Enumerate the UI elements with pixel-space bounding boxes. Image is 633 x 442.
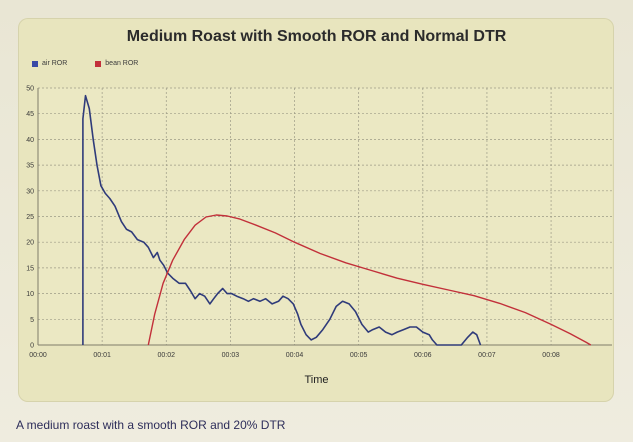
legend-swatch-air-ror	[32, 60, 38, 67]
x-tick-label: 00:06	[414, 352, 432, 359]
y-tick-label: 40	[26, 137, 34, 144]
legend-item-bean-ror: bean ROR	[95, 60, 138, 67]
y-tick-label: 15	[26, 265, 34, 272]
legend-swatch-bean-ror	[95, 60, 102, 67]
series-line-bean-ror	[147, 214, 592, 346]
y-tick-label: 30	[26, 188, 34, 195]
series-line-air-ror	[82, 94, 482, 346]
plot-area	[38, 88, 612, 345]
x-tick-label: 00:00	[29, 352, 47, 359]
x-tick-label: 00:01	[93, 352, 111, 359]
y-tick-label: 5	[30, 317, 34, 324]
chart-legend: air ROR bean ROR	[32, 60, 138, 67]
y-tick-label: 45	[26, 111, 34, 118]
x-tick-label: 00:08	[542, 352, 560, 359]
chart-title: Medium Roast with Smooth ROR and Normal …	[126, 28, 507, 45]
legend-label-bean-ror: bean ROR	[105, 60, 139, 67]
y-tick-label: 10	[26, 291, 34, 298]
x-axis-label: Time	[304, 374, 329, 386]
x-tick-label: 00:04	[286, 352, 304, 359]
x-tick-label: 00:05	[350, 352, 368, 359]
y-tick-label: 20	[26, 240, 34, 247]
x-tick-label: 00:07	[478, 352, 496, 359]
y-tick-label: 0	[30, 343, 34, 350]
x-tick-label: 00:03	[222, 352, 240, 359]
legend-item-air-ror: air ROR	[32, 60, 67, 67]
legend-label-air-ror: air ROR	[42, 60, 68, 67]
x-tick-label: 00:02	[158, 352, 176, 359]
figure-caption: A medium roast with a smooth ROR and 20%…	[16, 418, 286, 432]
y-tick-label: 50	[26, 86, 34, 93]
y-tick-label: 35	[26, 163, 34, 170]
y-tick-label: 25	[26, 214, 34, 221]
